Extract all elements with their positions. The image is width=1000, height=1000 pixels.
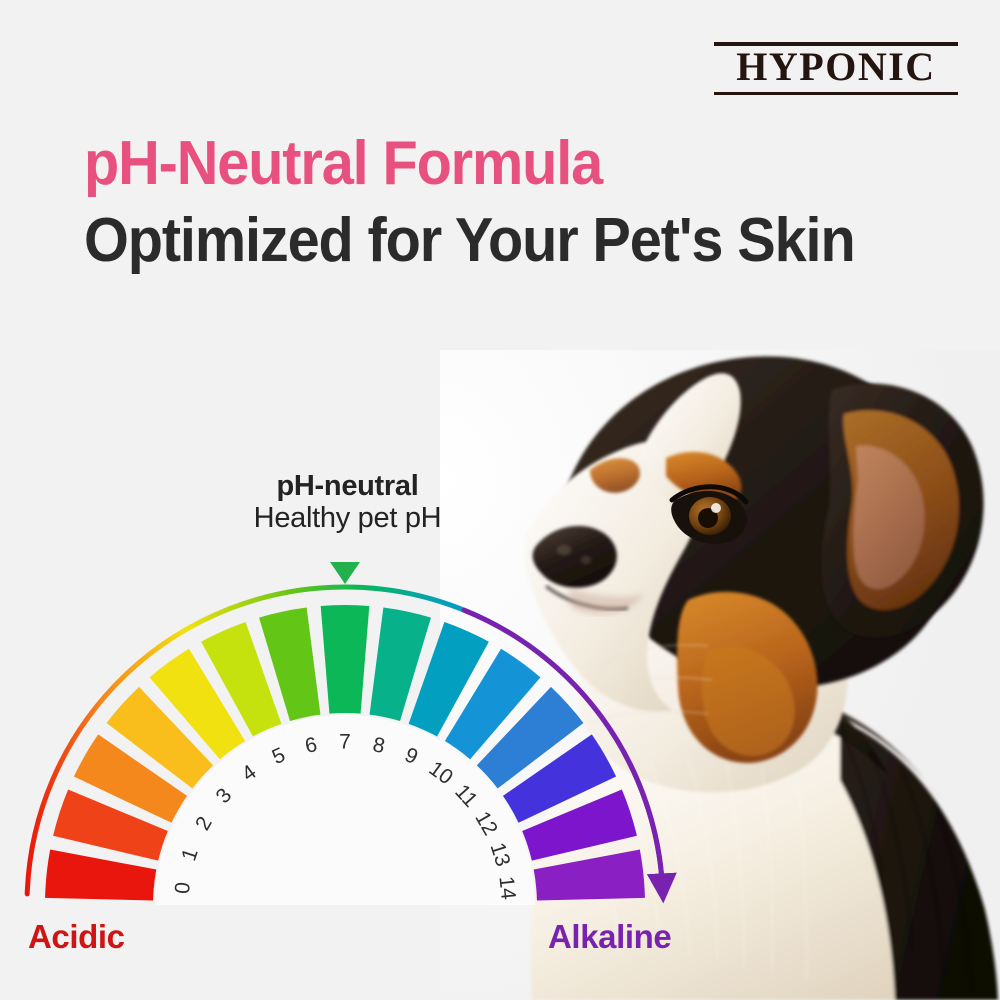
- logo-rule-top: [714, 42, 958, 46]
- gauge-segment: [320, 605, 370, 714]
- headline-line-2: Optimized for Your Pet's Skin: [84, 206, 856, 276]
- alkaline-arrow-icon: [461, 607, 677, 904]
- callout-subtitle: Healthy pet pH: [253, 502, 442, 535]
- gauge-segment: [259, 607, 321, 722]
- gauge-segment: [53, 789, 168, 861]
- gauge-segment: [533, 849, 645, 901]
- gauge-segment: [149, 648, 246, 760]
- gauge-tick-label: 14: [494, 875, 519, 901]
- alkaline-label: Alkaline: [548, 918, 672, 955]
- gauge-tick-label: 7: [339, 731, 351, 754]
- down-triangle-icon: [330, 562, 360, 584]
- gauge-segment: [408, 621, 489, 737]
- gauge-segment: [522, 789, 637, 861]
- gauge-tick-label: 0: [171, 881, 195, 895]
- headline-line-1: pH-Neutral Formula: [84, 129, 603, 198]
- logo-rule-bottom: [714, 91, 958, 95]
- gauge-segment: [106, 686, 214, 789]
- gauge-segment: [369, 607, 431, 722]
- gauge-segment: [476, 686, 584, 789]
- brand-name: HYPONIC: [736, 44, 936, 89]
- dog-photo: [440, 350, 1000, 1000]
- gauge-tick-label: 8: [371, 733, 387, 758]
- brand-logo: HYPONIC: [714, 42, 958, 95]
- gauge-tick-label: 6: [303, 733, 319, 758]
- neutral-callout: pH-neutral Healthy pet pH: [175, 470, 520, 535]
- callout-title: pH-neutral: [276, 470, 419, 502]
- headline: pH-Neutral Formula Optimized for Your Pe…: [84, 129, 964, 276]
- gauge-segment: [444, 648, 541, 760]
- gauge-segment: [45, 849, 157, 901]
- gauge-segment: [502, 734, 617, 823]
- gauge-segments: [45, 605, 645, 901]
- gauge-segment: [201, 621, 282, 737]
- gauge-segment: [73, 734, 188, 823]
- gauge-inner-disc: [155, 715, 535, 905]
- acidic-label: Acidic: [28, 918, 125, 955]
- ph-scale-gauge: 0 1 2 3 4 5 6 7 8 9 10 11 12 13 14: [0, 520, 700, 950]
